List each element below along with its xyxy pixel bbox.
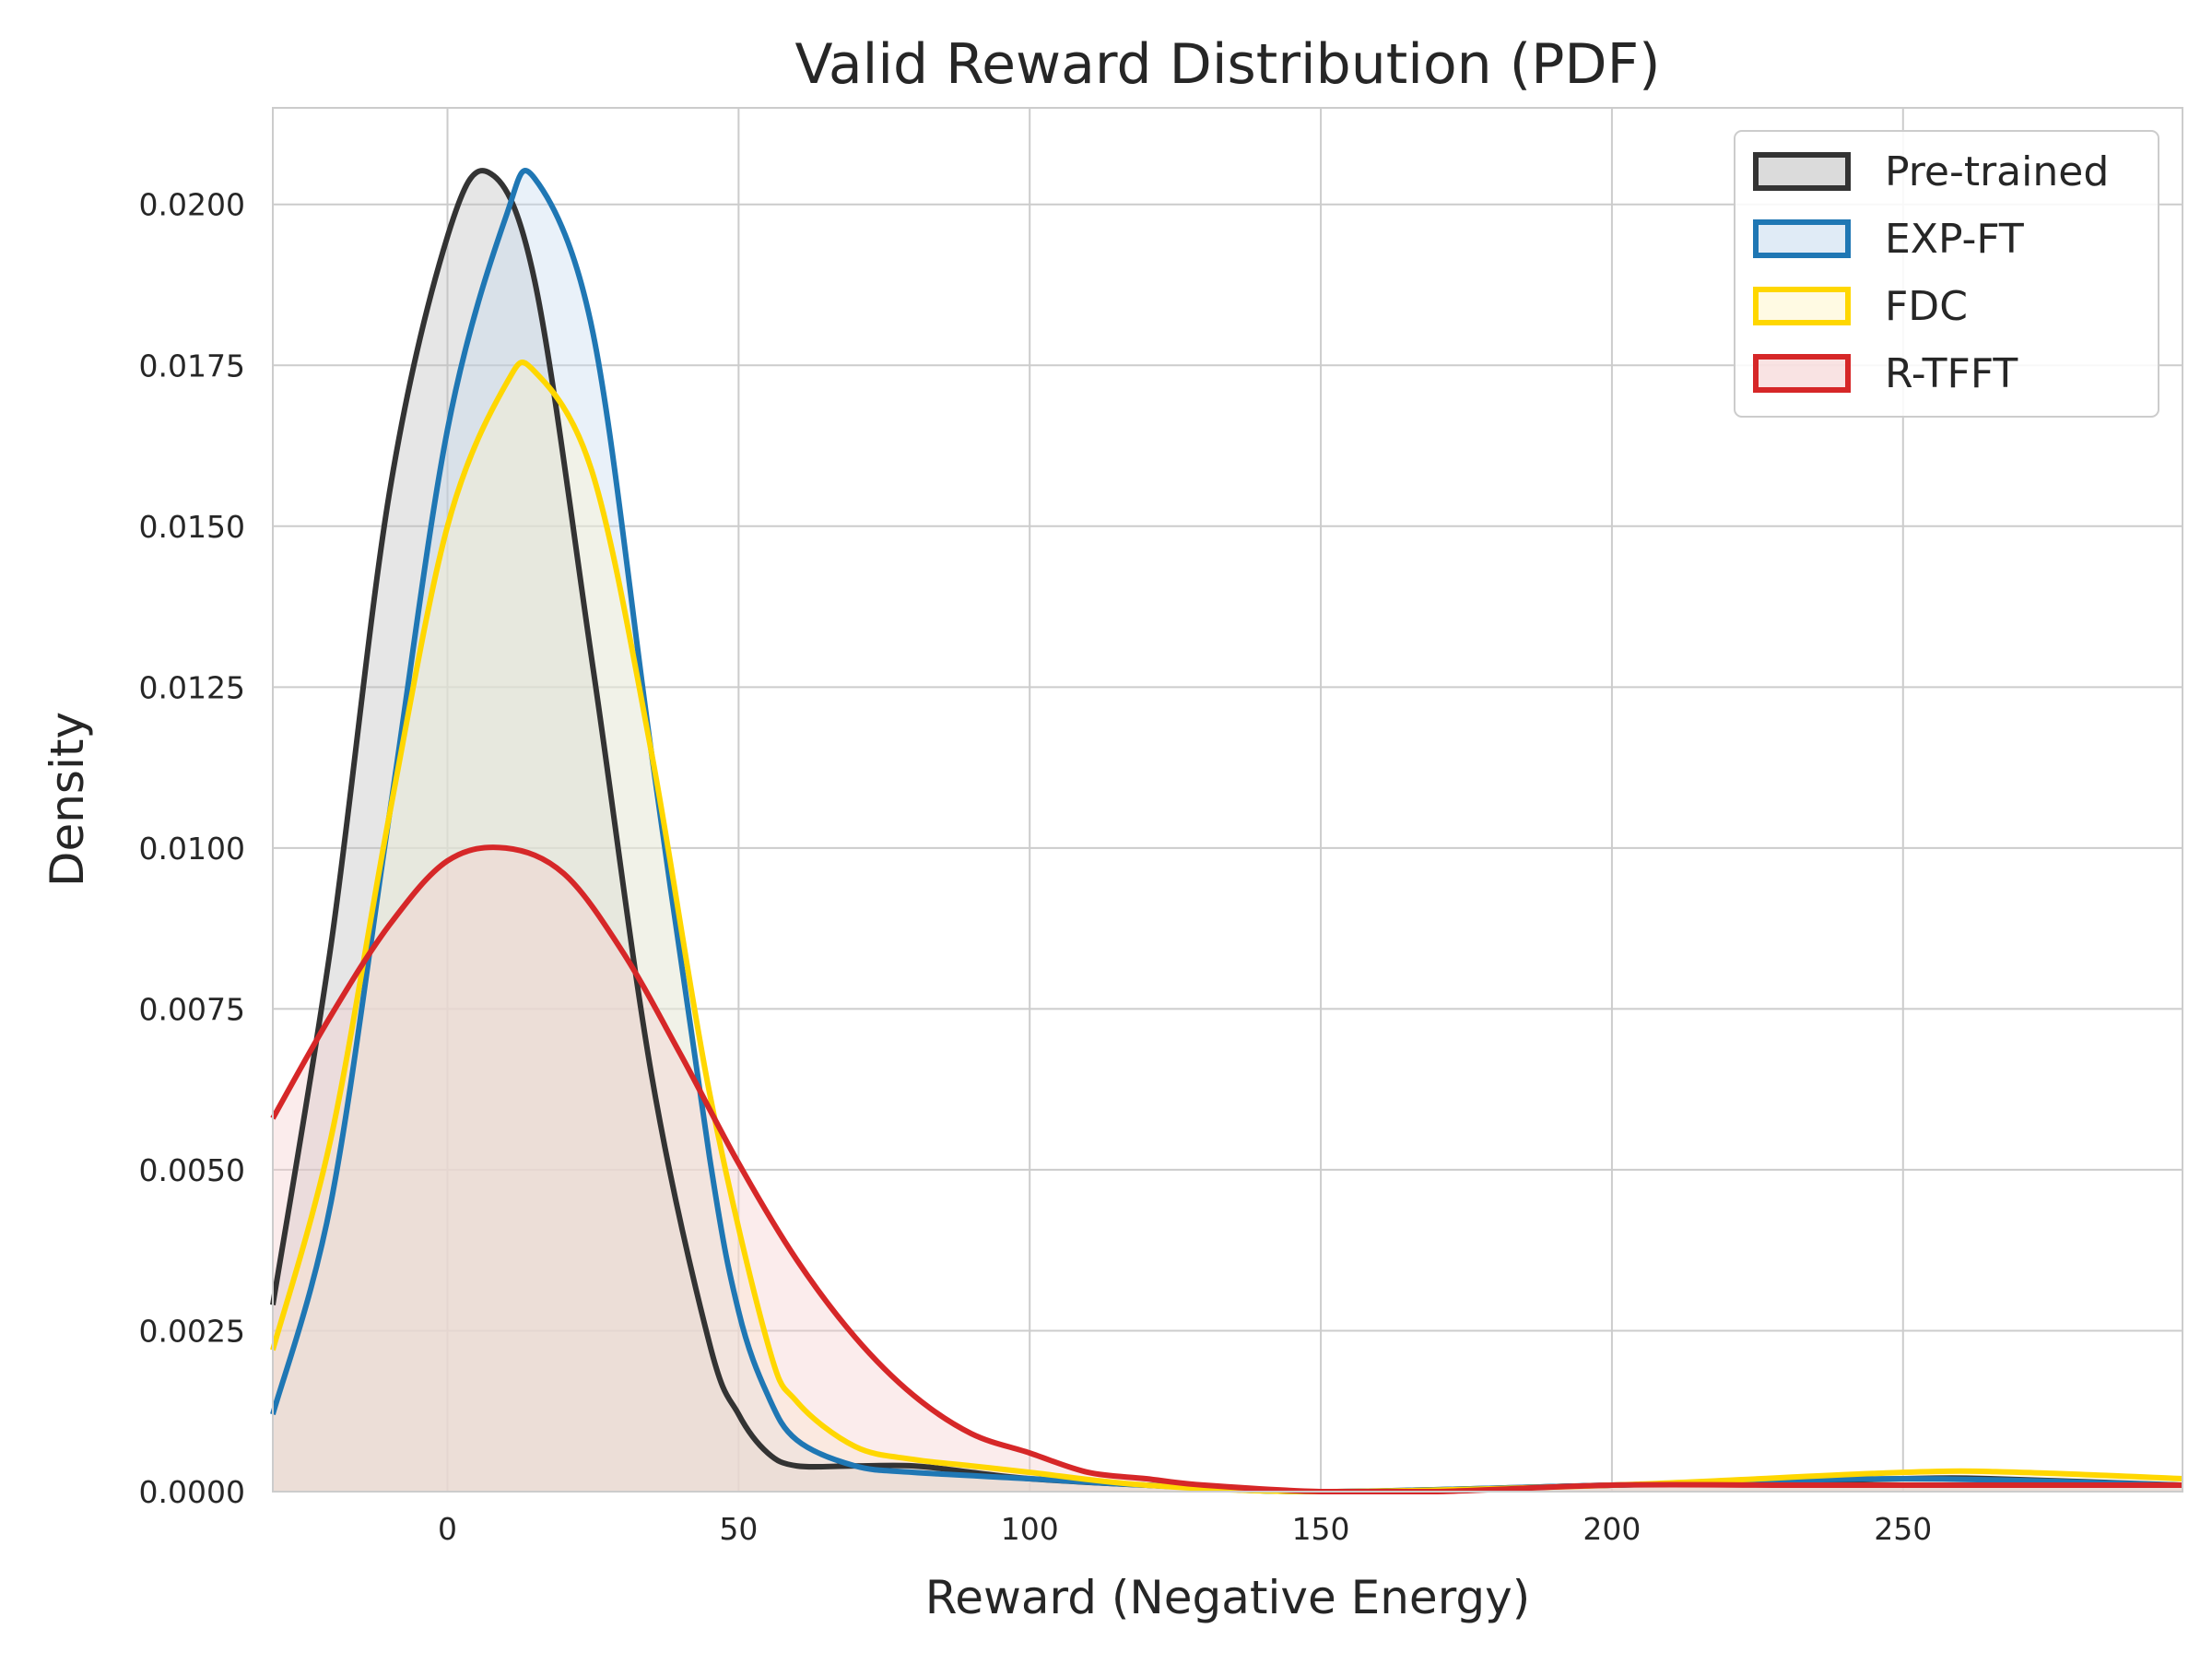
area-pre-trained xyxy=(273,171,2183,1492)
y-tick-label: 0.0025 xyxy=(139,1313,245,1349)
x-axis-label: Reward (Negative Energy) xyxy=(925,1571,1530,1624)
legend-label-r-tfft: R-TFFT xyxy=(1885,350,2018,397)
x-tick-labels: 0 50 100 150 200 250 xyxy=(438,1511,1932,1547)
y-tick-label: 0.0175 xyxy=(139,348,245,384)
y-tick-label: 0.0050 xyxy=(139,1152,245,1188)
y-tick-label: 0.0200 xyxy=(139,187,245,223)
y-tick-label: 0.0000 xyxy=(139,1474,245,1510)
y-tick-label: 0.0100 xyxy=(139,831,245,867)
legend-swatch-exp-ft xyxy=(1753,219,1851,258)
legend-swatch-r-tfft xyxy=(1753,354,1851,393)
chart-title: Valid Reward Distribution (PDF) xyxy=(795,32,1661,97)
x-tick-label: 50 xyxy=(719,1511,758,1547)
legend-swatch-fdc xyxy=(1753,287,1851,325)
area-exp-ft xyxy=(273,171,2183,1492)
x-tick-label: 0 xyxy=(438,1511,457,1547)
legend-label-fdc: FDC xyxy=(1885,283,1968,330)
x-tick-label: 200 xyxy=(1583,1511,1641,1547)
legend-swatch-pre-trained xyxy=(1753,152,1851,191)
y-tick-label: 0.0075 xyxy=(139,991,245,1027)
line-r-tfft xyxy=(270,844,2183,1495)
y-tick-label: 0.0125 xyxy=(139,669,245,705)
y-axis-label: Density xyxy=(41,712,94,887)
plot-frame xyxy=(272,107,2183,1493)
x-tick-label: 150 xyxy=(1292,1511,1350,1547)
x-tick-label: 100 xyxy=(1001,1511,1059,1547)
legend-box xyxy=(1734,130,2159,418)
y-tick-label: 0.0150 xyxy=(139,509,245,545)
line-layer xyxy=(270,168,2183,1495)
area-r-tfft xyxy=(273,847,2183,1492)
legend-items: Pre-trained EXP-FT FDC R-TFFT xyxy=(1753,148,2109,397)
legend-label-exp-ft: EXP-FT xyxy=(1885,216,2024,263)
y-tick-labels: 0.0000 0.0025 0.0050 0.0075 0.0100 0.0125 0.01… xyxy=(139,187,245,1510)
legend: Pre-trained EXP-FT FDC R-TFFT xyxy=(1734,130,2159,418)
x-tick-label: 250 xyxy=(1874,1511,1932,1547)
legend-label-pre-trained: Pre-trained xyxy=(1885,148,2109,195)
